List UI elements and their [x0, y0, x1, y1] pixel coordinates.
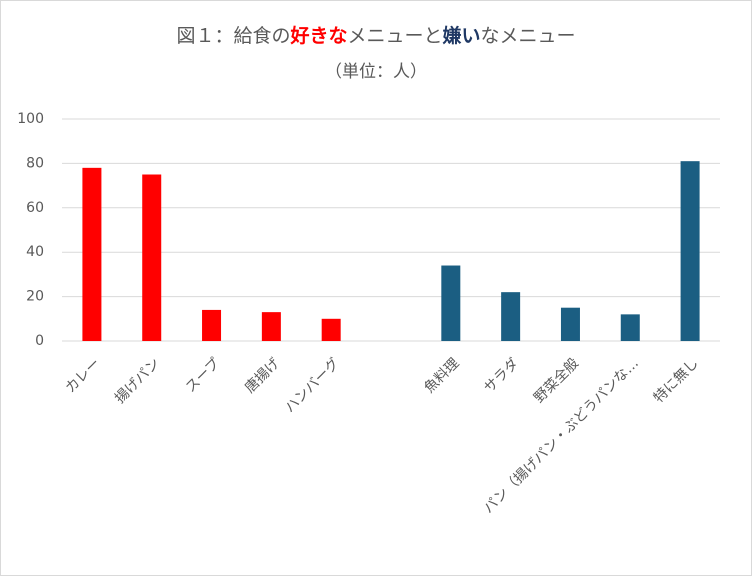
chart-subtitle: （単位：人） [325, 62, 427, 82]
bar [441, 265, 461, 341]
bar [501, 292, 521, 341]
bar [560, 307, 580, 341]
y-tick-label: 40 [26, 244, 44, 260]
bar [261, 312, 281, 341]
bar [680, 161, 700, 341]
y-tick-label: 0 [35, 333, 44, 349]
title-part: 図１：給食の [176, 25, 290, 47]
y-tick-label: 80 [26, 155, 44, 171]
y-tick-label: 100 [17, 111, 44, 127]
bar [82, 167, 102, 341]
y-tick-label: 60 [26, 200, 44, 216]
chart-title: 図１：給食の好きなメニューと嫌いなメニュー [176, 24, 575, 47]
bar [620, 314, 640, 341]
title-part: 好きな [289, 24, 347, 47]
bar [142, 174, 162, 341]
y-tick-label: 20 [26, 289, 44, 305]
title-part: メニューと [347, 25, 442, 47]
title-part: なメニュー [481, 25, 576, 47]
bar [321, 318, 341, 341]
bar [202, 309, 222, 341]
title-part: 嫌い [443, 24, 481, 47]
